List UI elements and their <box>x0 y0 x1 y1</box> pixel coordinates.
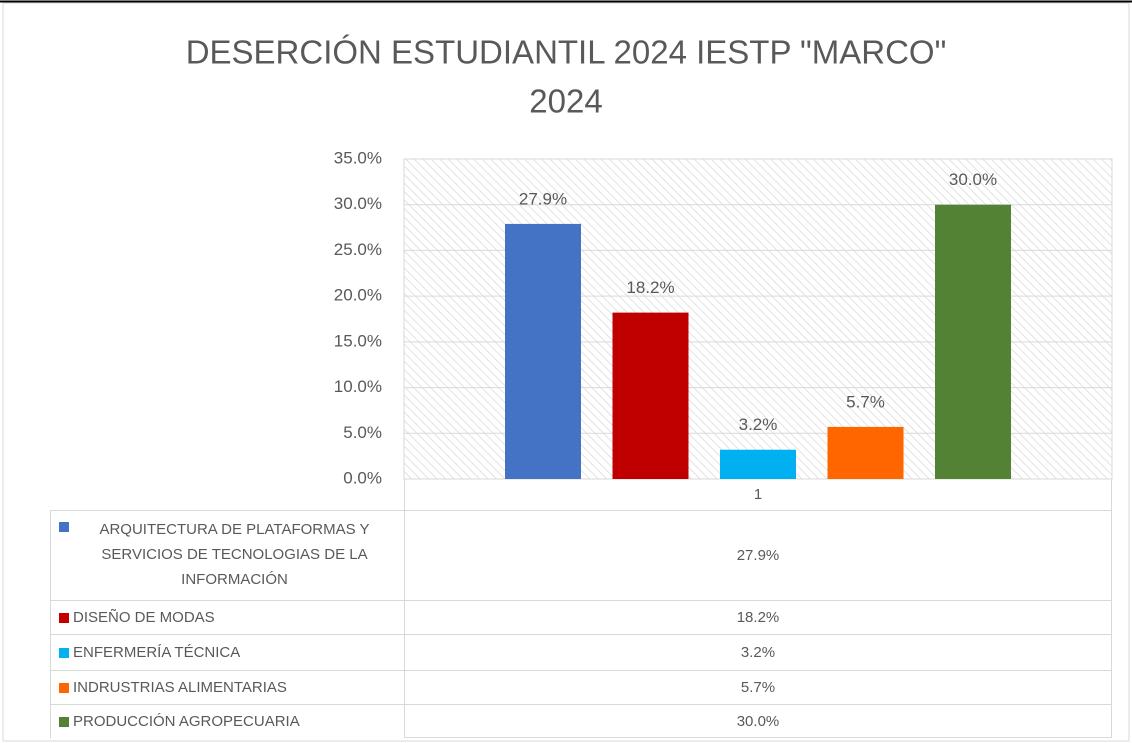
legend-label: INDRUSTRIAS ALIMENTARIAS <box>73 679 287 696</box>
table-value: 27.9% <box>404 510 1112 600</box>
legend-cell: INDRUSTRIAS ALIMENTARIAS <box>50 670 404 704</box>
y-tick-label: 15.0% <box>334 331 382 350</box>
legend-label: ENFERMERÍA TÉCNICA <box>73 644 241 661</box>
y-tick-label: 25.0% <box>334 240 382 259</box>
legend-key <box>59 647 69 658</box>
y-tick-label: 10.0% <box>334 377 382 396</box>
chart-subtitle: 2024 <box>529 83 602 120</box>
legend-label: PRODUCCIÓN AGROPECUARIA <box>73 713 300 730</box>
legend-key <box>59 682 69 693</box>
bar <box>827 426 904 479</box>
y-tick-label: 5.0% <box>343 423 382 442</box>
legend-cell: ARQUITECTURA DE PLATAFORMAS Y SERVICIOS … <box>50 510 404 600</box>
chart-title: DESERCIÓN ESTUDIANTIL 2024 IESTP "MARCO" <box>186 34 947 71</box>
legend-key <box>59 522 69 532</box>
data-label: 30.0% <box>949 170 997 189</box>
y-tick-label: 35.0% <box>334 148 382 167</box>
legend-cell: ENFERMERÍA TÉCNICA <box>50 634 404 670</box>
data-label: 27.9% <box>519 189 567 208</box>
legend-cell: DISEÑO DE MODAS <box>50 600 404 634</box>
bar <box>505 223 581 479</box>
table-header: 1 <box>404 479 1112 510</box>
y-tick-label: 0.0% <box>343 468 382 487</box>
legend-cell: PRODUCCIÓN AGROPECUARIA <box>50 704 404 738</box>
table-value: 18.2% <box>404 600 1112 634</box>
data-label: 5.7% <box>846 392 885 411</box>
data-label: 18.2% <box>626 278 674 297</box>
y-tick-label: 20.0% <box>334 286 382 305</box>
table-value: 30.0% <box>404 704 1112 738</box>
data-label: 3.2% <box>739 415 778 434</box>
y-tick-label: 30.0% <box>334 194 382 213</box>
table-value: 5.7% <box>404 670 1112 704</box>
table-value: 3.2% <box>404 634 1112 670</box>
legend-key <box>59 716 69 727</box>
bar <box>612 312 689 479</box>
legend-label: DISEÑO DE MODAS <box>73 609 215 626</box>
bar <box>720 449 796 479</box>
legend-label: ARQUITECTURA DE PLATAFORMAS Y SERVICIOS … <box>99 521 370 588</box>
legend-key <box>59 612 69 623</box>
bar <box>935 204 1011 479</box>
